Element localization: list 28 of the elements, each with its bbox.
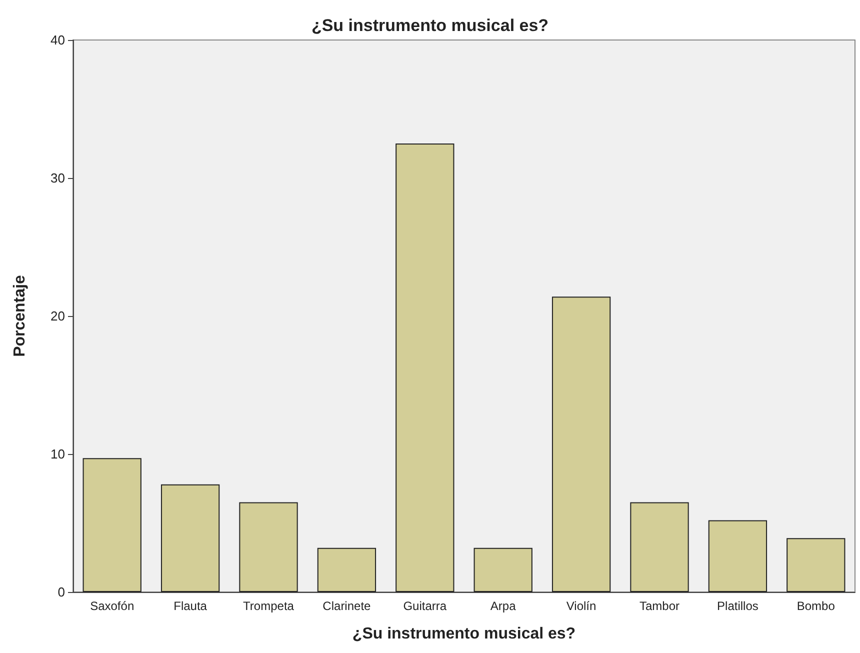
bar <box>82 458 142 592</box>
bar <box>317 548 376 592</box>
bar <box>239 502 298 592</box>
x-tick-label: Platillos <box>717 599 758 613</box>
bar <box>630 502 689 592</box>
bar <box>474 548 532 592</box>
x-tick-label: Arpa <box>490 599 516 613</box>
bar <box>552 296 611 592</box>
x-tick-label: Trompeta <box>243 599 294 613</box>
y-tick-label: 0 <box>58 584 65 600</box>
x-tick-label: Guitarra <box>403 599 447 613</box>
bar <box>708 520 768 592</box>
bar <box>786 538 846 592</box>
bar <box>396 144 454 592</box>
x-tick-label: Violín <box>566 599 596 613</box>
x-tick-label: Flauta <box>174 599 208 613</box>
y-tick-label: 40 <box>50 32 65 48</box>
x-tick-label: Saxofón <box>90 599 134 613</box>
bar <box>160 484 220 592</box>
y-tick-label: 10 <box>50 446 65 462</box>
x-tick-label: Tambor <box>639 599 680 613</box>
x-tick-label: Bombo <box>796 599 836 613</box>
x-tick-label: Clarinete <box>322 599 372 613</box>
chart-title: ¿Su instrumento musical es? <box>311 16 549 35</box>
y-tick-label: 30 <box>50 170 65 186</box>
y-axis-title: Porcentaje <box>12 274 28 357</box>
y-tick-label: 20 <box>50 308 65 324</box>
x-axis-title: ¿Su instrumento musical es? <box>352 626 576 642</box>
